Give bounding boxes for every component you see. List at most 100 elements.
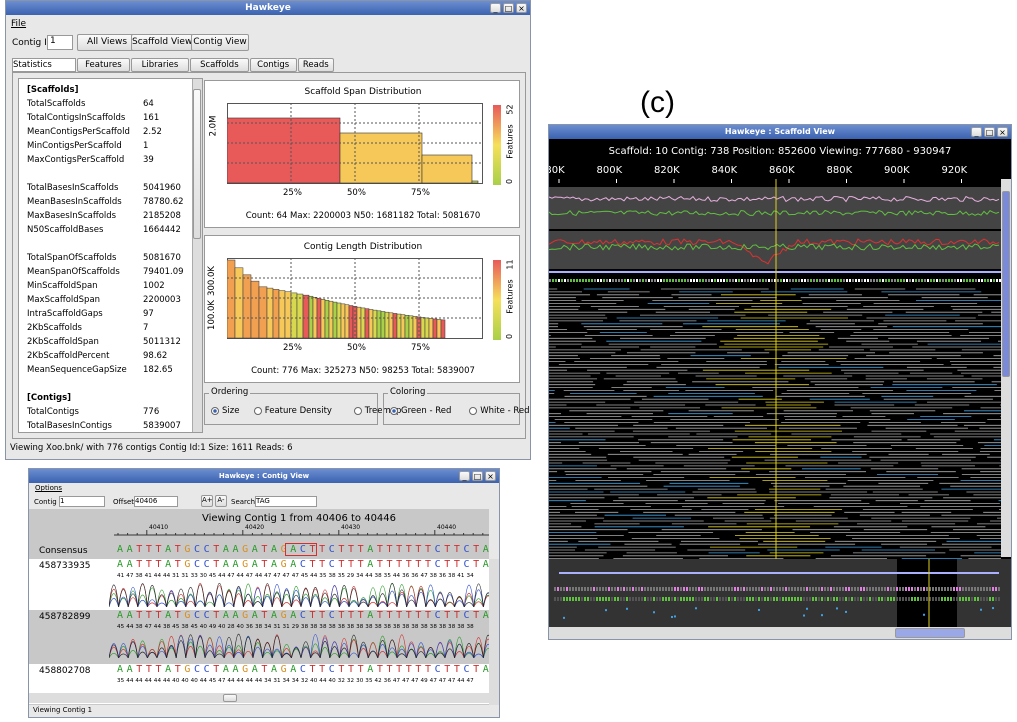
tab[interactable]: Features (77, 58, 130, 72)
scroll-thumb[interactable] (223, 694, 237, 702)
radio-label[interactable]: Size (222, 406, 240, 416)
feature (993, 279, 995, 282)
contig-id-input[interactable]: 1 (47, 35, 73, 50)
radio[interactable] (211, 407, 219, 415)
scroll-thumb[interactable] (895, 628, 965, 638)
base: G (242, 610, 252, 621)
stat-name: MaxBasesInScaffolds (27, 211, 117, 221)
radio[interactable] (353, 407, 362, 415)
window-button[interactable]: × (485, 471, 496, 481)
base: T (155, 610, 166, 621)
base: A (232, 664, 243, 675)
base: A (126, 559, 137, 570)
radio-label[interactable]: Feature Density (264, 406, 332, 416)
base: A (271, 610, 281, 621)
feature (590, 597, 592, 601)
window-button[interactable]: × (997, 127, 1008, 137)
radio-label[interactable]: White - Red (480, 406, 530, 416)
scroll-thumb[interactable] (193, 89, 201, 239)
feature (906, 279, 908, 282)
base: A (290, 610, 300, 621)
coverage-line (549, 209, 1000, 217)
radio[interactable] (469, 407, 478, 415)
feature (767, 587, 769, 591)
feature (573, 279, 575, 282)
scroll-thumb[interactable] (1002, 191, 1010, 377)
feature (806, 587, 808, 591)
feature (722, 597, 724, 601)
window-button[interactable]: □ (503, 3, 514, 13)
base: A (126, 610, 137, 621)
window-button[interactable]: _ (490, 3, 501, 13)
feature (758, 597, 760, 601)
feature (926, 587, 928, 591)
feature (945, 279, 947, 282)
base: T (309, 559, 320, 570)
base: T (136, 544, 146, 555)
heading: Viewing Contig 1 from 40406 to 40446 (201, 513, 397, 524)
toolbar-button[interactable]: All Views (77, 34, 137, 51)
font-button[interactable]: A- (215, 495, 227, 507)
radio[interactable] (390, 407, 398, 415)
base: T (386, 664, 397, 675)
toolbar-button[interactable]: Scaffold View (131, 34, 193, 51)
tab[interactable]: Scaffolds (190, 58, 249, 72)
menu-item[interactable]: File (11, 19, 27, 29)
search-input[interactable]: TAG (255, 496, 317, 507)
feature (881, 597, 883, 601)
window-button[interactable]: □ (472, 471, 483, 481)
radio-label[interactable]: Green - Red (401, 406, 452, 416)
stat-name: N50ScaffoldBases (27, 225, 104, 235)
window-button[interactable]: × (516, 3, 527, 13)
feature (615, 279, 617, 282)
coverage-line (549, 243, 1000, 251)
base: A (367, 664, 377, 675)
stat-name: MinContigsPerScaffold (27, 141, 122, 151)
menu-item[interactable]: Options (35, 484, 63, 492)
bar (392, 313, 398, 339)
base: T (425, 559, 435, 570)
feature (845, 587, 847, 591)
feature (665, 597, 667, 601)
feature (710, 587, 712, 591)
stat-name: TotalContigsInScaffolds (27, 113, 126, 123)
tab[interactable]: Libraries (130, 58, 190, 72)
font-button[interactable]: A+ (201, 495, 213, 507)
feature (840, 279, 842, 282)
base: T (319, 559, 329, 570)
tab[interactable]: Contigs (249, 58, 297, 72)
tab[interactable]: Reads (297, 58, 334, 72)
feature (932, 587, 934, 591)
title-bar: Hawkeye : Scaffold View (549, 125, 1011, 139)
feature (797, 587, 799, 591)
feature (749, 597, 751, 601)
offset-input[interactable]: 40406 (134, 496, 178, 507)
contig-input[interactable]: 1 (59, 496, 105, 507)
chart-panel: Scaffold Span Distribution 52 0 Features 2.0… (204, 80, 520, 228)
feature (917, 597, 919, 601)
feature (561, 279, 563, 282)
feature (794, 597, 796, 601)
feature (578, 597, 580, 601)
feature (575, 587, 577, 591)
color-scale (493, 260, 501, 340)
window-button[interactable]: _ (971, 127, 982, 137)
feature (560, 587, 562, 591)
bar (420, 317, 426, 339)
base: T (348, 544, 358, 555)
base: C (463, 610, 474, 621)
feature (888, 279, 890, 282)
radio[interactable] (253, 407, 262, 415)
feature (702, 279, 704, 282)
feature (671, 597, 673, 601)
feature (944, 597, 946, 601)
feature (677, 587, 679, 591)
tab[interactable]: Statistics (12, 58, 76, 72)
base: C (299, 664, 310, 675)
bar (384, 311, 390, 339)
feature (774, 279, 776, 282)
toolbar-button[interactable]: Contig View (191, 34, 249, 51)
window-button[interactable]: □ (984, 127, 995, 137)
bar (471, 180, 479, 184)
window-button[interactable]: _ (459, 471, 470, 481)
